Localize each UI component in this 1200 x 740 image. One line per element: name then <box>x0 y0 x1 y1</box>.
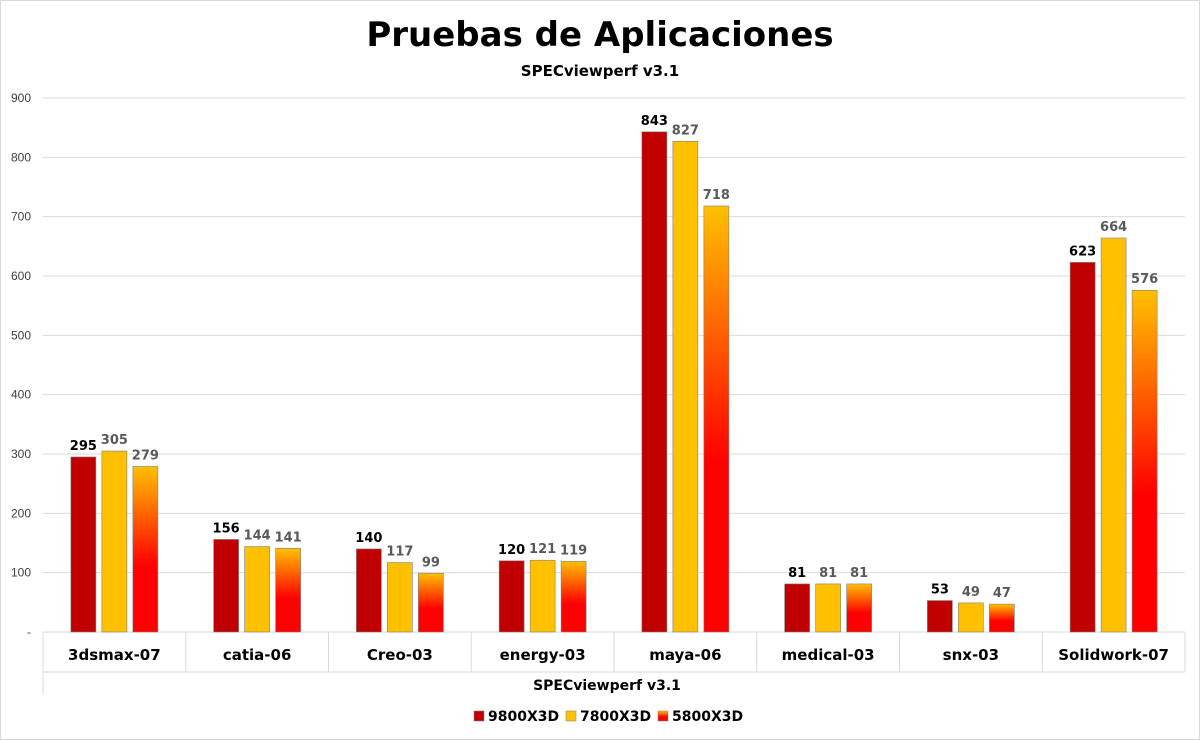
y-tick-label: 800 <box>11 150 31 164</box>
y-tick-label: 900 <box>11 91 31 105</box>
bar-9800X3D <box>356 548 382 633</box>
y-tick-label: 400 <box>11 388 31 402</box>
data-label: 119 <box>560 543 587 558</box>
data-label: 623 <box>1069 244 1096 259</box>
bar-5800X3D <box>846 583 872 633</box>
y-tick-label: 200 <box>11 506 31 520</box>
bar-9800X3D <box>641 131 668 633</box>
bar-5800X3D <box>1131 289 1158 633</box>
y-axis-ticks: - 100 200 300 400 500 600 700 800 900 <box>11 91 31 639</box>
data-label: 718 <box>703 188 730 203</box>
data-label: 117 <box>386 545 413 560</box>
bar-5800X3D <box>989 603 1015 633</box>
legend-swatch-9800X3D <box>473 710 485 722</box>
bar-9800X3D <box>70 456 97 633</box>
data-label: 295 <box>70 439 97 454</box>
x-category-label: 3dsmax-07 <box>68 646 161 664</box>
bar-9800X3D <box>498 560 525 633</box>
data-label: 49 <box>962 585 980 600</box>
data-label: 843 <box>641 114 668 129</box>
y-tick-label: 600 <box>11 269 31 283</box>
data-label: 81 <box>850 566 868 581</box>
bar-7800X3D <box>672 141 699 633</box>
data-label: 140 <box>355 531 382 546</box>
bar-5800X3D <box>275 548 301 633</box>
legend-label-5800X3D: 5800X3D <box>672 709 743 725</box>
y-tick-label: 100 <box>11 566 31 580</box>
data-label: 141 <box>275 530 302 545</box>
x-axis-title: SPECviewperf v3.1 <box>533 678 681 694</box>
data-label: 81 <box>819 566 837 581</box>
data-label: 156 <box>213 521 240 536</box>
legend-label-7800X3D: 7800X3D <box>580 709 651 725</box>
bar-7800X3D <box>387 562 413 633</box>
y-tick-label: - <box>27 625 31 639</box>
bar-7800X3D <box>244 546 270 633</box>
bar-5800X3D <box>703 205 730 633</box>
y-tick-label: 500 <box>11 328 31 342</box>
data-label: 121 <box>529 542 556 557</box>
bar-7800X3D <box>815 583 841 633</box>
data-label: 53 <box>931 583 949 598</box>
x-category-label: Solidwork-07 <box>1058 646 1169 664</box>
legend: 9800X3D 7800X3D 5800X3D <box>473 709 743 725</box>
chart-title: Pruebas de Aplicaciones <box>366 15 833 55</box>
bar-9800X3D <box>927 600 953 633</box>
bars <box>70 131 1158 633</box>
legend-swatch-7800X3D <box>565 710 577 722</box>
bar-7800X3D <box>529 559 556 633</box>
x-category-label: energy-03 <box>500 646 586 664</box>
bar-7800X3D <box>958 602 984 633</box>
data-label: 81 <box>788 566 806 581</box>
data-label: 279 <box>132 448 159 463</box>
data-label: 305 <box>101 433 128 448</box>
data-label: 47 <box>993 586 1011 601</box>
data-label: 120 <box>498 543 525 558</box>
x-category-label: maya-06 <box>649 646 721 664</box>
legend-swatch-5800X3D <box>657 710 669 722</box>
bar-9800X3D <box>213 539 239 633</box>
data-label: 576 <box>1131 272 1158 287</box>
x-category-label: Creo-03 <box>367 646 433 664</box>
bar-9800X3D <box>1069 262 1096 633</box>
data-label: 664 <box>1100 220 1127 235</box>
data-label: 144 <box>244 529 271 544</box>
y-tick-label: 700 <box>11 210 31 224</box>
bar-5800X3D <box>418 572 444 633</box>
data-label: 99 <box>422 555 440 570</box>
chart-subtitle: SPECviewperf v3.1 <box>521 62 679 80</box>
legend-label-9800X3D: 9800X3D <box>488 709 559 725</box>
bar-7800X3D <box>101 450 128 633</box>
data-label: 827 <box>672 123 699 138</box>
x-category-label: snx-03 <box>943 646 999 664</box>
x-category-label: catia-06 <box>223 646 292 664</box>
bar-9800X3D <box>784 583 810 633</box>
bar-5800X3D <box>560 561 587 633</box>
x-category-label: medical-03 <box>782 646 875 664</box>
x-axis-categories: 3dsmax-07 catia-06 Creo-03 energy-03 maya-06… <box>68 646 1169 664</box>
y-tick-label: 300 <box>11 447 31 461</box>
bar-5800X3D <box>132 466 159 633</box>
data-labels: 295 305 279 156 144 141 140 117 99 120 121 119 843 82… <box>70 114 1158 601</box>
bar-7800X3D <box>1100 237 1127 633</box>
